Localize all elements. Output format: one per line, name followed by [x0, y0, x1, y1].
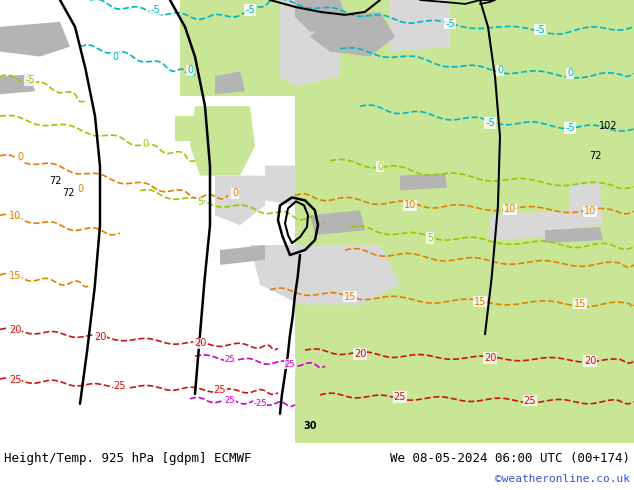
Text: 72: 72	[589, 151, 601, 161]
Text: 0: 0	[232, 189, 238, 198]
Text: -25: -25	[253, 399, 267, 408]
Text: 25: 25	[214, 385, 226, 395]
Text: -5: -5	[565, 123, 575, 133]
Text: 0: 0	[187, 66, 193, 75]
Text: 20: 20	[9, 325, 21, 335]
Text: -5: -5	[150, 5, 160, 15]
Text: 0: 0	[17, 152, 23, 162]
Polygon shape	[310, 12, 395, 56]
Polygon shape	[220, 245, 265, 265]
Text: 0: 0	[377, 162, 383, 172]
Text: 5: 5	[197, 197, 203, 207]
Text: 15: 15	[9, 271, 21, 281]
Text: 10: 10	[584, 206, 596, 216]
Text: 10: 10	[404, 200, 416, 210]
Text: 25: 25	[224, 396, 235, 405]
Text: 25: 25	[9, 375, 22, 385]
Polygon shape	[215, 175, 265, 225]
Text: -5: -5	[535, 25, 545, 35]
Text: 20: 20	[584, 356, 596, 366]
Polygon shape	[295, 0, 350, 32]
Text: ©weatheronline.co.uk: ©weatheronline.co.uk	[495, 474, 630, 484]
Text: We 08-05-2024 06:00 UTC (00+174): We 08-05-2024 06:00 UTC (00+174)	[390, 452, 630, 466]
Polygon shape	[215, 72, 245, 94]
Text: 25: 25	[524, 396, 536, 406]
Text: 5: 5	[427, 233, 433, 243]
Text: 15: 15	[574, 298, 586, 309]
Polygon shape	[280, 0, 340, 86]
Text: -5: -5	[485, 118, 495, 128]
Text: 0: 0	[77, 184, 83, 195]
Text: 15: 15	[474, 296, 486, 307]
Text: 30: 30	[303, 420, 317, 431]
Polygon shape	[295, 0, 634, 443]
Text: -5: -5	[25, 75, 35, 85]
Polygon shape	[265, 166, 295, 205]
Polygon shape	[490, 210, 575, 240]
Polygon shape	[0, 74, 35, 94]
Polygon shape	[390, 0, 450, 51]
Text: 25: 25	[224, 355, 235, 364]
Text: Height/Temp. 925 hPa [gdpm] ECMWF: Height/Temp. 925 hPa [gdpm] ECMWF	[4, 452, 252, 466]
Text: 25: 25	[285, 360, 295, 368]
Polygon shape	[180, 0, 295, 96]
Text: 0: 0	[567, 69, 573, 78]
Text: 20: 20	[194, 338, 206, 348]
Text: 72: 72	[49, 175, 61, 186]
Polygon shape	[0, 22, 70, 56]
Text: 25: 25	[113, 381, 126, 391]
Text: 0: 0	[142, 139, 148, 149]
Text: -5: -5	[245, 5, 255, 15]
Text: 25: 25	[394, 392, 406, 402]
Text: 20: 20	[94, 332, 106, 343]
Text: 0: 0	[112, 51, 118, 62]
Polygon shape	[190, 106, 255, 175]
Polygon shape	[175, 116, 200, 141]
Text: 102: 102	[598, 121, 618, 131]
Text: 10: 10	[504, 204, 516, 214]
Polygon shape	[570, 180, 602, 227]
Polygon shape	[545, 227, 603, 243]
Text: -5: -5	[445, 19, 455, 29]
Text: 0: 0	[497, 66, 503, 75]
Polygon shape	[400, 173, 447, 191]
Text: 10: 10	[9, 211, 21, 221]
Polygon shape	[310, 210, 365, 235]
Text: 20: 20	[354, 349, 366, 359]
Polygon shape	[250, 245, 400, 305]
Text: 15: 15	[344, 292, 356, 302]
Text: 72: 72	[61, 189, 74, 198]
Text: 20: 20	[484, 353, 496, 363]
